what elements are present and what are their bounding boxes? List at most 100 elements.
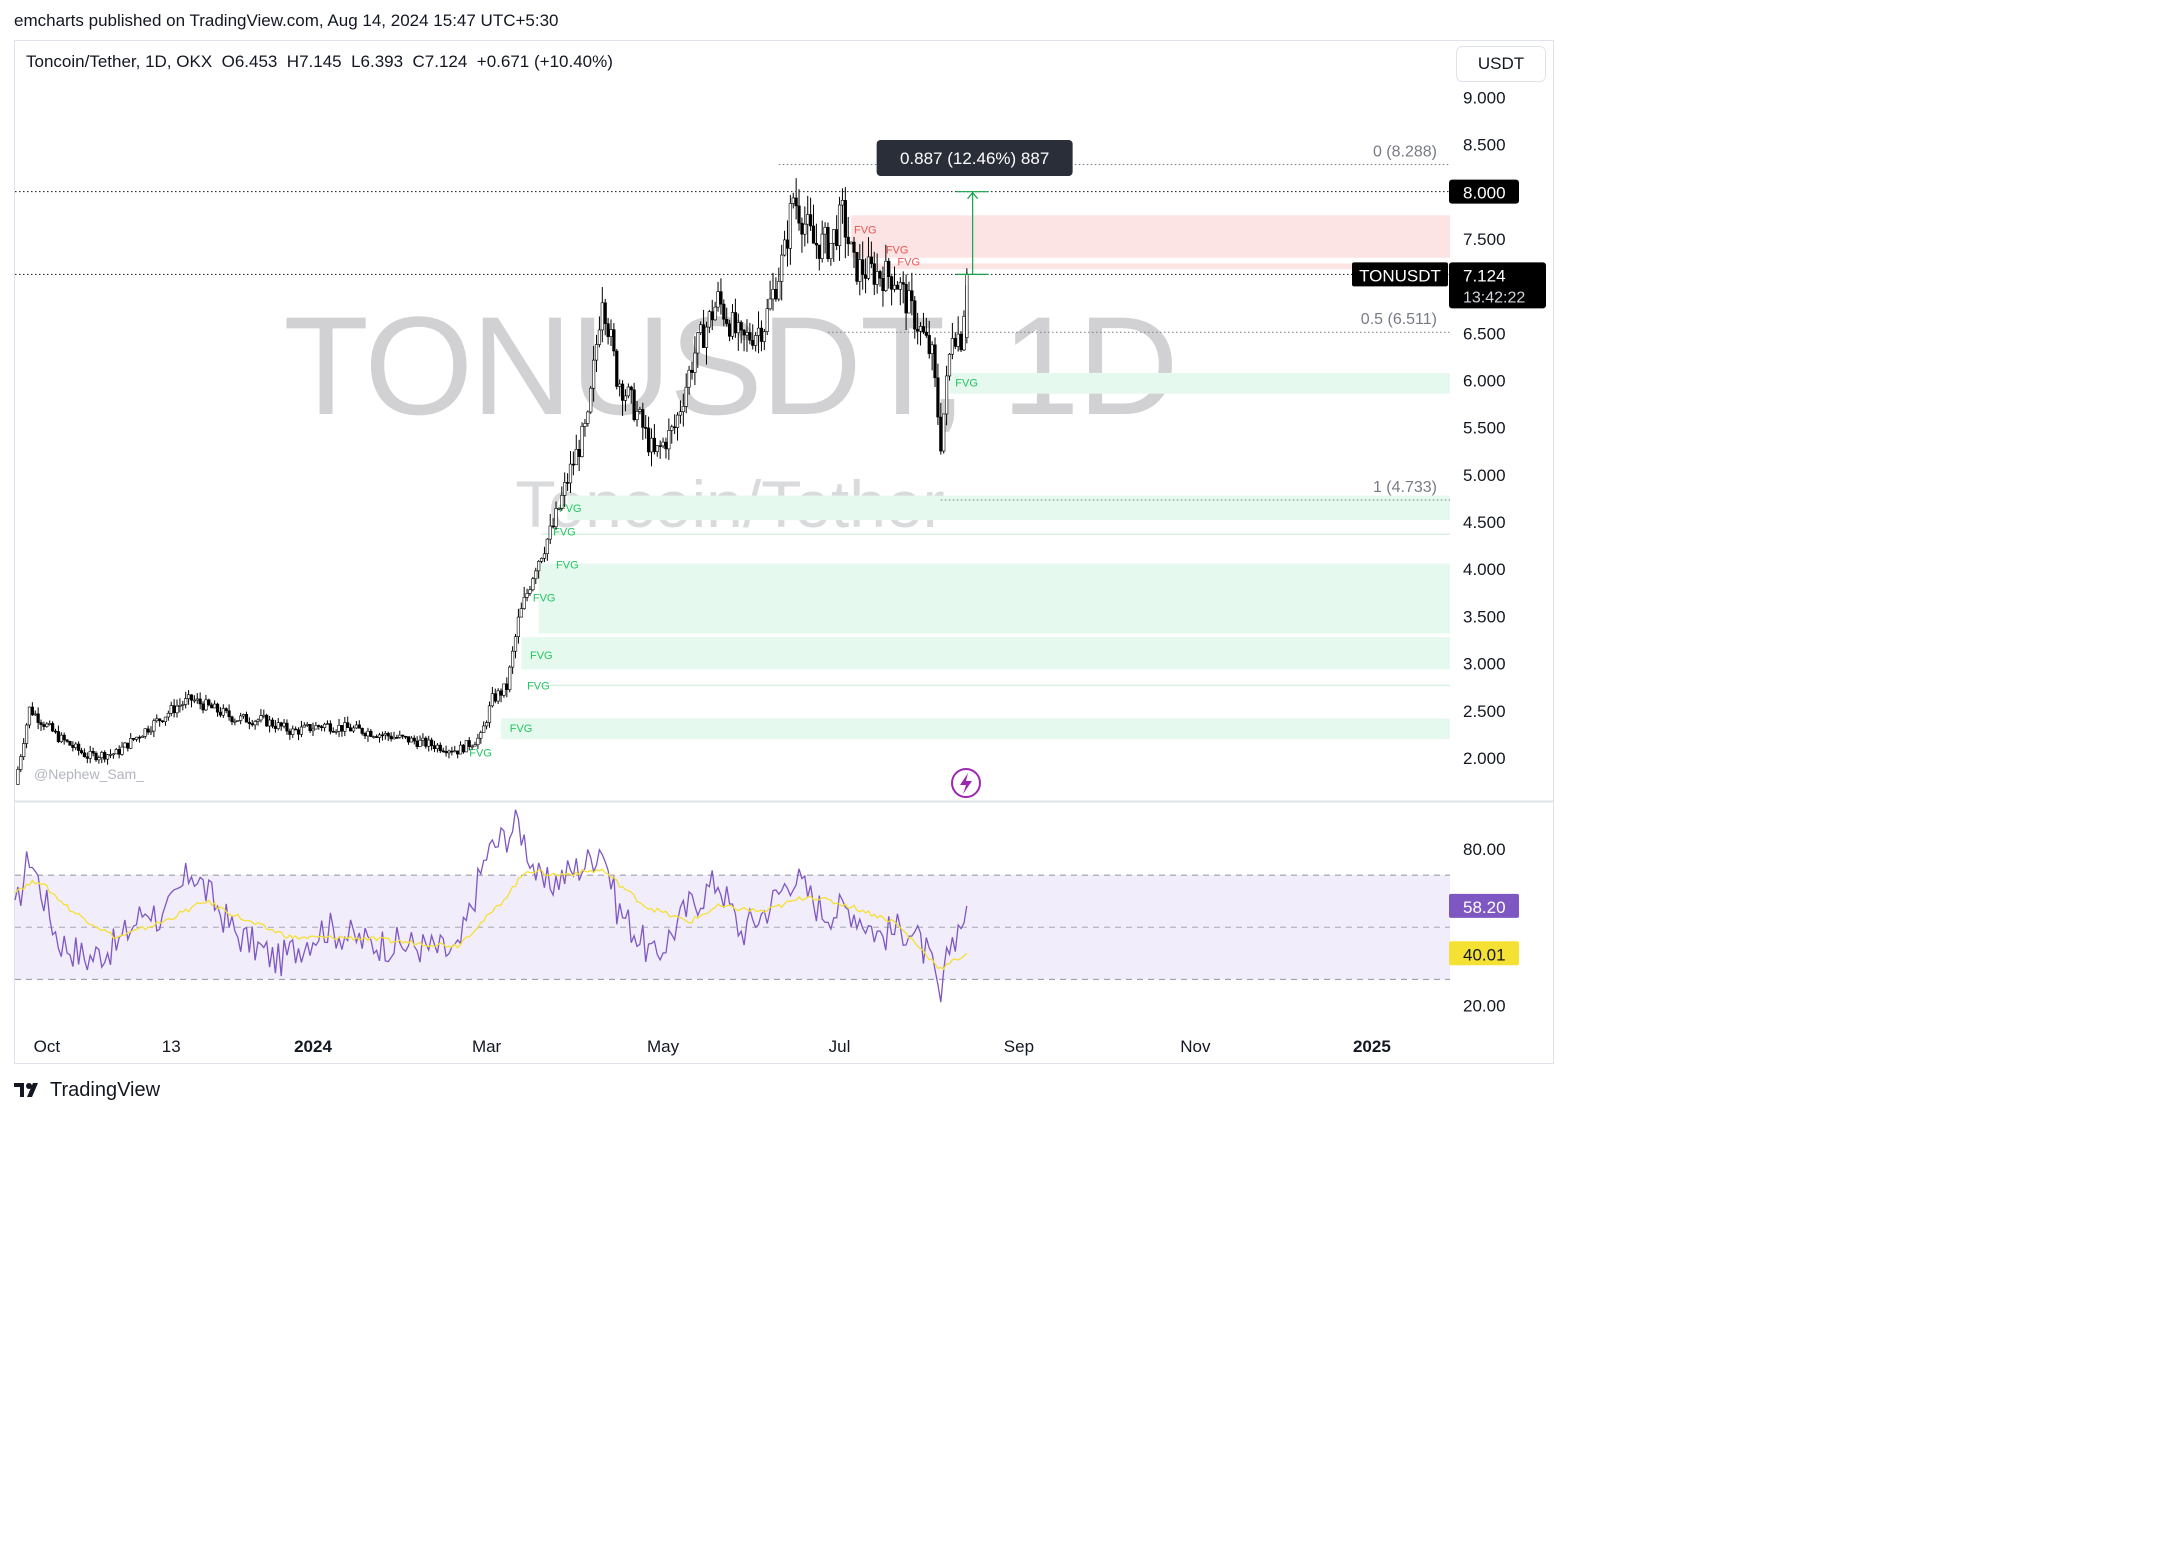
candle-up <box>418 739 422 747</box>
candle-down <box>924 331 928 336</box>
candle-down <box>53 730 58 733</box>
candle-up <box>675 414 680 428</box>
fvg-tag-bearish: FVG <box>886 244 909 256</box>
candle-down <box>774 288 778 300</box>
candle-up <box>592 359 596 389</box>
fvg-tag: FVG <box>527 680 550 692</box>
candle-down <box>612 329 616 352</box>
candle-up <box>840 200 845 206</box>
price-tick: 7.500 <box>1463 230 1506 249</box>
candle-up <box>186 694 191 699</box>
candle-down <box>456 750 460 755</box>
candle-up <box>534 570 538 580</box>
candle-up <box>123 742 127 748</box>
lightning-icon[interactable] <box>951 768 981 798</box>
candle-down <box>571 463 575 466</box>
candle-up <box>788 203 792 249</box>
candle-up <box>169 705 173 714</box>
candle-down <box>36 713 40 723</box>
rsi-value-label: 58.20 <box>1463 898 1506 917</box>
price-tick: 4.500 <box>1463 513 1506 532</box>
candle-up <box>192 699 196 702</box>
candle-down <box>386 732 390 737</box>
rsi-pane <box>14 809 1450 1003</box>
candle-down <box>959 333 963 351</box>
candle-down <box>652 437 656 452</box>
candle-down <box>207 699 211 706</box>
candle-down <box>250 723 254 726</box>
candle-down <box>719 291 723 305</box>
candle-down <box>881 277 885 291</box>
fib-label: 0.5 (6.511) <box>1361 311 1437 328</box>
candle-down <box>126 742 130 749</box>
candle-up <box>305 724 309 726</box>
candle-up <box>942 413 946 452</box>
candle-up <box>143 728 147 737</box>
candle-up <box>554 508 558 528</box>
price-tick: 5.500 <box>1463 419 1506 438</box>
candle-up <box>48 723 52 725</box>
candle-down <box>441 750 445 753</box>
candle-up <box>681 406 685 412</box>
candle-up <box>484 722 489 727</box>
candle-up <box>519 608 523 618</box>
candle-up <box>516 616 521 638</box>
candle-down <box>357 724 361 729</box>
fvg-tag-bearish: FVG <box>897 257 920 269</box>
candle-down <box>751 339 755 346</box>
candle-down <box>904 283 908 314</box>
candle-down <box>296 729 301 735</box>
candle-down <box>227 710 231 718</box>
candle-down <box>94 752 98 761</box>
published-info: emcharts published on TradingView.com, A… <box>14 11 559 30</box>
candle-up <box>542 553 547 559</box>
candle-up <box>823 227 827 235</box>
candle-down <box>606 323 610 337</box>
candle-up <box>545 538 549 555</box>
candle-up <box>496 690 500 702</box>
candle-down <box>406 736 411 743</box>
author-tag: @Nephew_Sam_ <box>34 766 144 782</box>
candle-down <box>279 722 283 727</box>
candle-down <box>317 725 321 727</box>
time-tick: Sep <box>1004 1037 1034 1056</box>
candle-up <box>314 725 318 730</box>
candle-up <box>464 740 468 753</box>
candle-down <box>285 722 289 732</box>
candle-down <box>739 322 743 331</box>
candle-up <box>699 324 703 333</box>
candle-down <box>270 719 275 727</box>
lightning-bolt <box>960 773 972 794</box>
candle-down <box>450 750 454 753</box>
candle-down <box>210 704 214 709</box>
candle-down <box>432 745 437 750</box>
candle-up <box>707 311 711 328</box>
reference-lines: 0 (8.288) 0.5 (6.511) 1 (4.733) <box>15 144 1450 501</box>
candle-down <box>632 389 636 421</box>
tradingview-brand[interactable]: TradingView <box>14 1076 160 1104</box>
candle-up <box>693 352 697 373</box>
candle-down <box>320 726 324 728</box>
candle-up <box>849 241 853 245</box>
candle-up <box>791 197 795 204</box>
candle-up <box>597 329 602 345</box>
candle-down <box>863 274 868 279</box>
candle-up <box>583 423 587 427</box>
candle-down <box>247 721 251 724</box>
candle-down <box>615 350 619 387</box>
rsi-value-label-bg <box>1449 893 1519 918</box>
price-tick: 5.000 <box>1463 466 1506 485</box>
candle-up <box>479 732 483 739</box>
candle-up <box>771 288 775 300</box>
candle-up <box>704 326 709 348</box>
candle-up <box>618 383 622 387</box>
currency-button[interactable]: USDT <box>1456 46 1546 82</box>
candle-up <box>716 291 720 308</box>
candle-down <box>577 449 581 457</box>
candle-down <box>375 736 379 738</box>
candle-up <box>525 593 529 598</box>
fvg-zone-2 <box>538 563 1450 634</box>
candle-down <box>331 731 335 733</box>
candle-up <box>875 271 879 285</box>
